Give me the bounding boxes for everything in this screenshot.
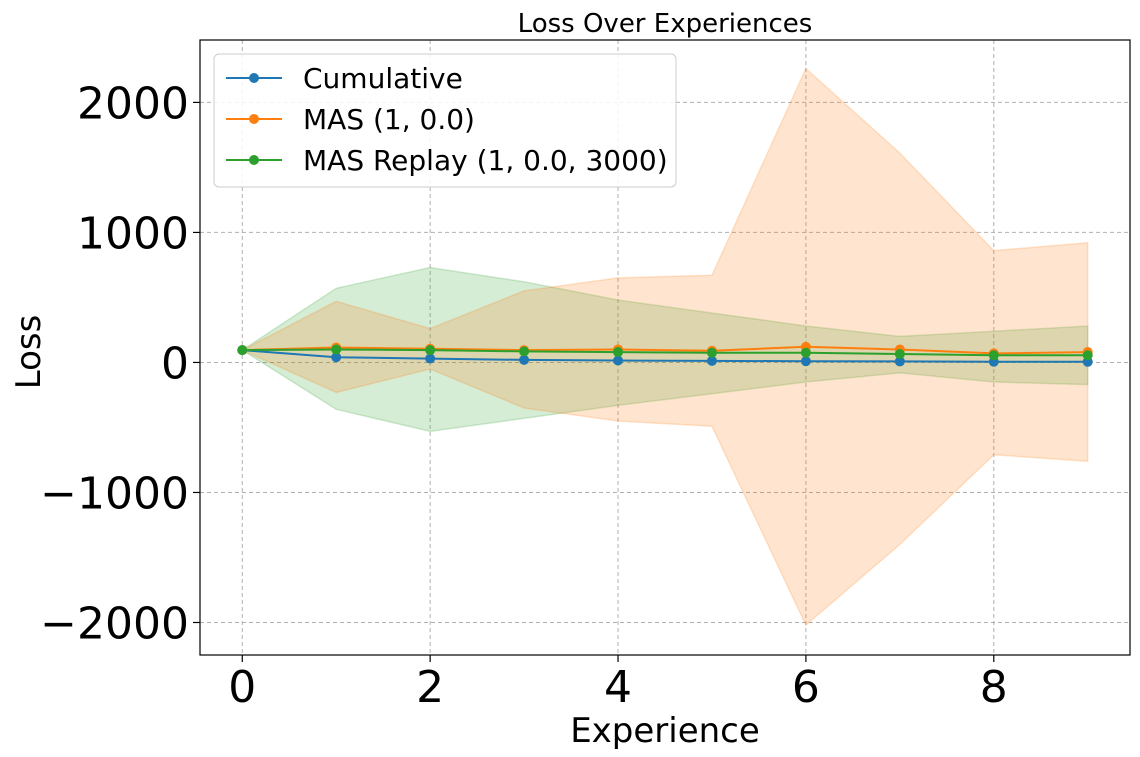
legend-label-0: Cumulative	[303, 62, 463, 95]
series-point-2	[706, 347, 717, 358]
x-tick-label: 6	[792, 662, 820, 713]
legend-label-1: MAS (1, 0.0)	[303, 103, 475, 136]
series-line-0	[242, 349, 1088, 363]
series-line-1	[242, 345, 1088, 355]
series-point-0	[706, 355, 717, 366]
legend-marker-0	[249, 73, 259, 83]
series-point-2	[988, 350, 999, 361]
legend: Cumulative MAS (1, 0.0) MAS Replay (1, 0.0…	[213, 53, 677, 188]
y-tick-label: 2000	[77, 78, 189, 129]
series-point-0	[800, 356, 811, 367]
series-point-0	[331, 352, 342, 363]
y-tick-label: 0	[161, 338, 189, 389]
x-axis-ticks: 0 2 4 6 8	[228, 655, 1008, 713]
y-tick-label: −1000	[40, 468, 189, 519]
series-point-2	[425, 345, 436, 356]
series-point-2	[613, 347, 624, 358]
series-point-0	[894, 356, 905, 367]
series-point-0	[613, 355, 624, 366]
legend-box	[213, 53, 677, 188]
series-point-0	[425, 353, 436, 364]
x-tick-label: 8	[980, 662, 1008, 713]
series-point-2	[1082, 350, 1093, 361]
series-point-2	[519, 346, 530, 357]
series-point-2	[894, 349, 905, 360]
plot-frame	[199, 39, 1131, 656]
x-tick-label: 4	[604, 662, 632, 713]
series-point-0	[519, 354, 530, 365]
legend-marker-1	[249, 114, 259, 124]
legend-marker-2	[249, 155, 259, 165]
series-points	[237, 341, 1093, 367]
chart-title: Loss Over Experiences	[518, 9, 813, 39]
y-axis-ticks: −2000 −1000 0 1000 2000	[40, 78, 200, 649]
x-axis-label: Experience	[570, 711, 760, 751]
series-point-2	[237, 345, 248, 356]
series-line-2	[242, 348, 1088, 357]
y-tick-label: −2000	[40, 598, 189, 649]
x-tick-label: 0	[228, 662, 256, 713]
legend-label-2: MAS Replay (1, 0.0, 3000)	[303, 144, 668, 177]
series-point-2	[800, 347, 811, 358]
series-lines	[242, 345, 1088, 363]
series-point-2	[331, 344, 342, 355]
y-tick-label: 1000	[77, 208, 189, 259]
y-axis-label: Loss	[9, 315, 49, 390]
x-tick-label: 2	[416, 662, 444, 713]
